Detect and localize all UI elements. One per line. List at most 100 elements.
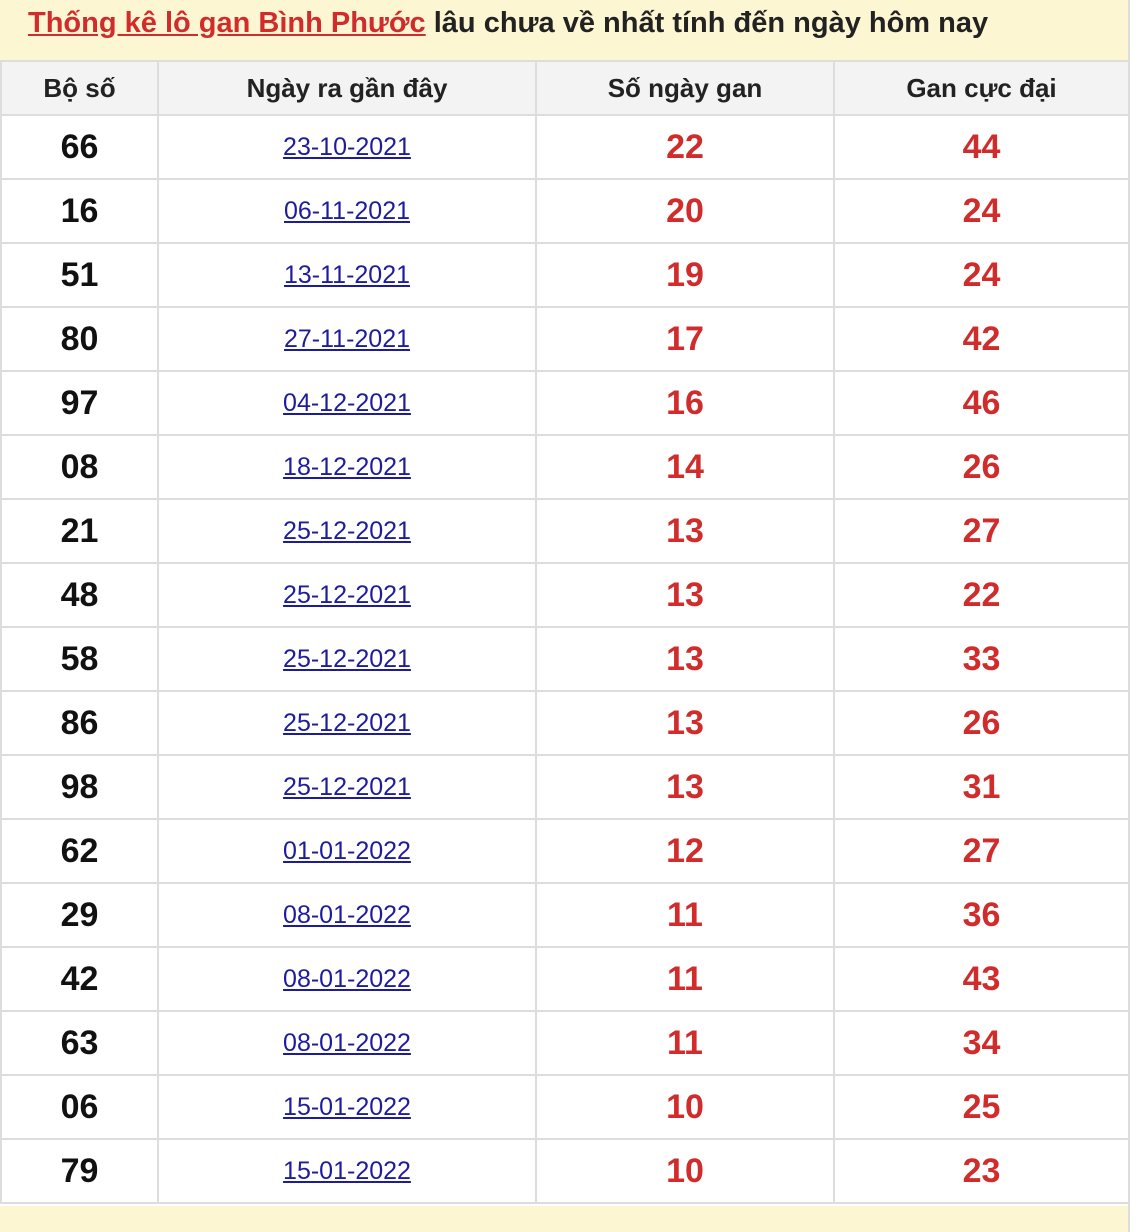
date-cell: 18-12-2021 bbox=[157, 434, 537, 500]
max-gan-cell: 26 bbox=[833, 690, 1130, 756]
date-cell: 25-12-2021 bbox=[157, 498, 537, 564]
number-cell: 29 bbox=[0, 882, 159, 948]
number-cell: 16 bbox=[0, 178, 159, 244]
table-row: 06 15-01-2022 10 25 bbox=[0, 1074, 1130, 1140]
gan-days-cell: 14 bbox=[535, 434, 835, 500]
max-gan-cell: 36 bbox=[833, 882, 1130, 948]
title-bar: Thống kê lô gan Bình Phước lâu chưa về n… bbox=[0, 0, 1128, 60]
max-gan-cell: 43 bbox=[833, 946, 1130, 1012]
table-row: 98 25-12-2021 13 31 bbox=[0, 754, 1130, 820]
header-row: Bộ số Ngày ra gần đây Số ngày gan Gan cực đ… bbox=[0, 60, 1130, 116]
max-gan-cell: 24 bbox=[833, 242, 1130, 308]
table-row: 80 27-11-2021 17 42 bbox=[0, 306, 1130, 372]
date-cell: 08-01-2022 bbox=[157, 882, 537, 948]
max-gan-cell: 25 bbox=[833, 1074, 1130, 1140]
gan-days-cell: 22 bbox=[535, 114, 835, 180]
title-link[interactable]: Thống kê lô gan Bình Phước bbox=[28, 7, 426, 39]
date-link[interactable]: 15-01-2022 bbox=[283, 1092, 411, 1121]
gan-days-cell: 11 bbox=[535, 882, 835, 948]
gan-days-cell: 10 bbox=[535, 1138, 835, 1204]
table-row: 16 06-11-2021 20 24 bbox=[0, 178, 1130, 244]
max-gan-cell: 27 bbox=[833, 498, 1130, 564]
number-cell: 66 bbox=[0, 114, 159, 180]
number-cell: 58 bbox=[0, 626, 159, 692]
date-cell: 25-12-2021 bbox=[157, 562, 537, 628]
date-link[interactable]: 18-12-2021 bbox=[283, 452, 411, 481]
max-gan-cell: 22 bbox=[833, 562, 1130, 628]
number-cell: 86 bbox=[0, 690, 159, 756]
date-link[interactable]: 08-01-2022 bbox=[283, 964, 411, 993]
date-cell: 27-11-2021 bbox=[157, 306, 537, 372]
number-cell: 08 bbox=[0, 434, 159, 500]
gan-days-cell: 17 bbox=[535, 306, 835, 372]
gan-days-cell: 16 bbox=[535, 370, 835, 436]
table-row: 58 25-12-2021 13 33 bbox=[0, 626, 1130, 692]
max-gan-cell: 23 bbox=[833, 1138, 1130, 1204]
date-link[interactable]: 08-01-2022 bbox=[283, 1028, 411, 1057]
date-link[interactable]: 01-01-2022 bbox=[283, 836, 411, 865]
table-body: 66 23-10-2021 22 44 16 06-11-2021 20 24 51 13-11-… bbox=[0, 114, 1130, 1204]
gan-days-cell: 13 bbox=[535, 754, 835, 820]
gan-days-cell: 10 bbox=[535, 1074, 835, 1140]
number-cell: 62 bbox=[0, 818, 159, 884]
max-gan-cell: 44 bbox=[833, 114, 1130, 180]
number-cell: 80 bbox=[0, 306, 159, 372]
date-cell: 08-01-2022 bbox=[157, 1010, 537, 1076]
date-cell: 08-01-2022 bbox=[157, 946, 537, 1012]
table-row: 48 25-12-2021 13 22 bbox=[0, 562, 1130, 628]
column-header: Ngày ra gần đây bbox=[157, 60, 537, 116]
date-cell: 25-12-2021 bbox=[157, 754, 537, 820]
gan-days-cell: 13 bbox=[535, 690, 835, 756]
table-row: 86 25-12-2021 13 26 bbox=[0, 690, 1130, 756]
date-link[interactable]: 08-01-2022 bbox=[283, 900, 411, 929]
gan-days-cell: 13 bbox=[535, 562, 835, 628]
date-cell: 06-11-2021 bbox=[157, 178, 537, 244]
gan-days-cell: 11 bbox=[535, 946, 835, 1012]
max-gan-cell: 31 bbox=[833, 754, 1130, 820]
date-link[interactable]: 25-12-2021 bbox=[283, 644, 411, 673]
date-link[interactable]: 27-11-2021 bbox=[283, 324, 411, 353]
date-cell: 01-01-2022 bbox=[157, 818, 537, 884]
table-row: 42 08-01-2022 11 43 bbox=[0, 946, 1130, 1012]
table-row: 21 25-12-2021 13 27 bbox=[0, 498, 1130, 564]
date-link[interactable]: 15-01-2022 bbox=[283, 1156, 411, 1185]
gan-days-cell: 20 bbox=[535, 178, 835, 244]
date-link[interactable]: 25-12-2021 bbox=[283, 772, 411, 801]
date-cell: 15-01-2022 bbox=[157, 1138, 537, 1204]
gan-table: Bộ số Ngày ra gần đây Số ngày gan Gan cực đ… bbox=[0, 60, 1130, 1204]
gan-days-cell: 11 bbox=[535, 1010, 835, 1076]
max-gan-cell: 24 bbox=[833, 178, 1130, 244]
table-row: 66 23-10-2021 22 44 bbox=[0, 114, 1130, 180]
number-cell: 06 bbox=[0, 1074, 159, 1140]
table-row: 97 04-12-2021 16 46 bbox=[0, 370, 1130, 436]
date-link[interactable]: 23-10-2021 bbox=[283, 132, 411, 161]
date-cell: 04-12-2021 bbox=[157, 370, 537, 436]
date-cell: 23-10-2021 bbox=[157, 114, 537, 180]
date-link[interactable]: 25-12-2021 bbox=[283, 580, 411, 609]
number-cell: 51 bbox=[0, 242, 159, 308]
date-link[interactable]: 25-12-2021 bbox=[283, 516, 411, 545]
gan-days-cell: 12 bbox=[535, 818, 835, 884]
date-cell: 13-11-2021 bbox=[157, 242, 537, 308]
number-cell: 63 bbox=[0, 1010, 159, 1076]
date-cell: 25-12-2021 bbox=[157, 626, 537, 692]
table-row: 63 08-01-2022 11 34 bbox=[0, 1010, 1130, 1076]
number-cell: 21 bbox=[0, 498, 159, 564]
gan-days-cell: 13 bbox=[535, 498, 835, 564]
date-link[interactable]: 25-12-2021 bbox=[283, 708, 411, 737]
table-row: 29 08-01-2022 11 36 bbox=[0, 882, 1130, 948]
title-text: lâu chưa về nhất tính đến ngày hôm nay bbox=[433, 7, 989, 39]
max-gan-cell: 34 bbox=[833, 1010, 1130, 1076]
number-cell: 79 bbox=[0, 1138, 159, 1204]
table-row: 79 15-01-2022 10 23 bbox=[0, 1138, 1130, 1204]
max-gan-cell: 26 bbox=[833, 434, 1130, 500]
date-cell: 15-01-2022 bbox=[157, 1074, 537, 1140]
number-cell: 97 bbox=[0, 370, 159, 436]
date-link[interactable]: 06-11-2021 bbox=[283, 196, 411, 225]
date-link[interactable]: 04-12-2021 bbox=[283, 388, 411, 417]
date-link[interactable]: 13-11-2021 bbox=[283, 260, 411, 289]
number-cell: 98 bbox=[0, 754, 159, 820]
max-gan-cell: 27 bbox=[833, 818, 1130, 884]
